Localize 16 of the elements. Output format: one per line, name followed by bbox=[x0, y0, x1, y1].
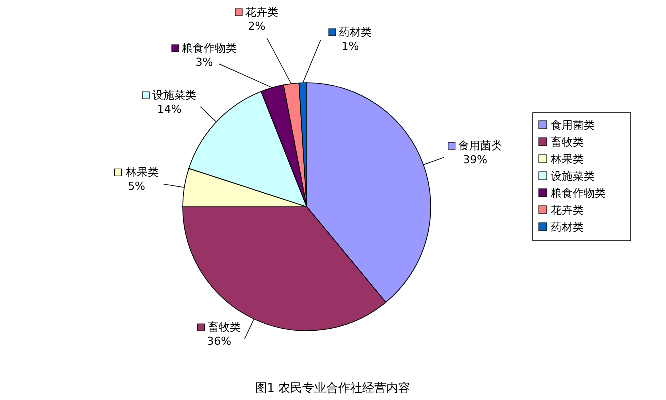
legend-label: 林果类 bbox=[124, 166, 159, 180]
data-label: 3% bbox=[196, 56, 214, 69]
legend: 食用菌类 畜牧类 林果类 设施菜类 粮食作物类 花卉类 药材类 bbox=[532, 112, 632, 242]
data-label: 39% bbox=[463, 154, 488, 167]
data-label: 14% bbox=[157, 103, 182, 116]
data-label: 36% bbox=[207, 335, 232, 348]
text: 图1 农民专业合作社经营内容 bbox=[255, 381, 411, 395]
legend-label: 花卉类 bbox=[246, 6, 278, 19]
legend-label: 粮食作物类 bbox=[182, 42, 237, 55]
data-label: 5% bbox=[128, 180, 146, 194]
legend-label: 设施菜类 bbox=[152, 89, 197, 102]
legend-label: 食用菌类 bbox=[458, 140, 502, 153]
legend-label: 药材类 bbox=[339, 26, 372, 39]
legend-label: 畜牧类 bbox=[208, 321, 241, 334]
data-label: 1% bbox=[342, 40, 360, 53]
data-label: 2% bbox=[248, 20, 266, 33]
